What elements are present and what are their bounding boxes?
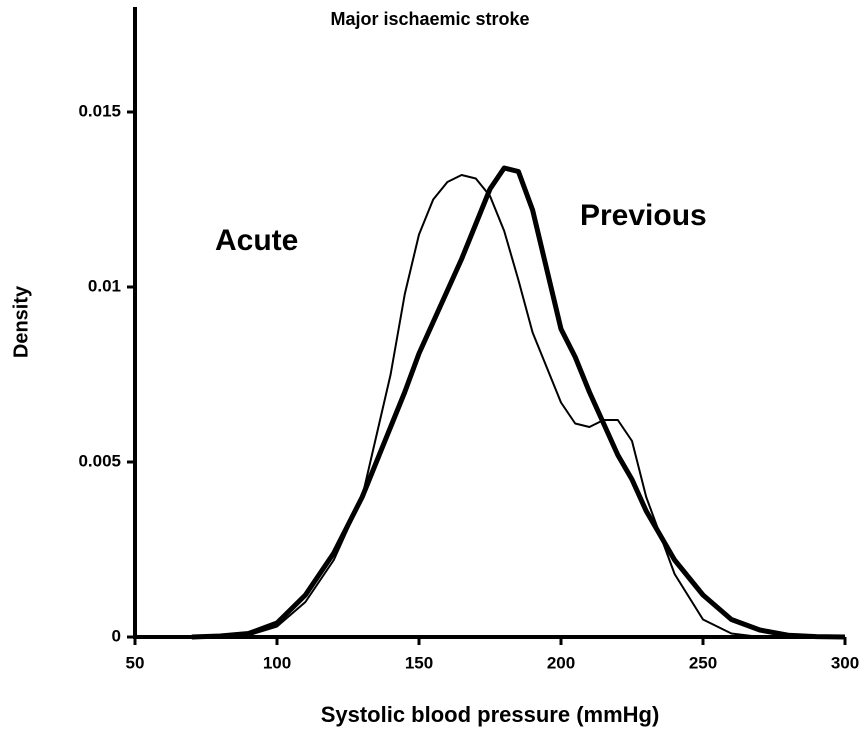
chart-title: Major ischaemic stroke: [330, 9, 529, 29]
y-tick-label: 0.01: [88, 276, 121, 295]
x-tick-label: 250: [689, 653, 717, 672]
y-axis-label: Density: [10, 285, 32, 358]
y-tick-label: 0: [112, 626, 121, 645]
x-axis-label: Systolic blood pressure (mmHg): [321, 702, 660, 727]
x-tick-label: 200: [547, 653, 575, 672]
series-label: Previous: [580, 199, 707, 232]
x-tick-label: 50: [126, 653, 145, 672]
y-tick-label: 0.015: [78, 101, 121, 120]
x-tick-label: 100: [263, 653, 291, 672]
x-tick-label: 150: [405, 653, 433, 672]
density-line: [191, 165, 846, 640]
density-line: [191, 174, 845, 638]
y-tick-label: 0.005: [78, 451, 121, 470]
series-label: Acute: [215, 224, 298, 257]
x-tick-label: 300: [831, 653, 859, 672]
